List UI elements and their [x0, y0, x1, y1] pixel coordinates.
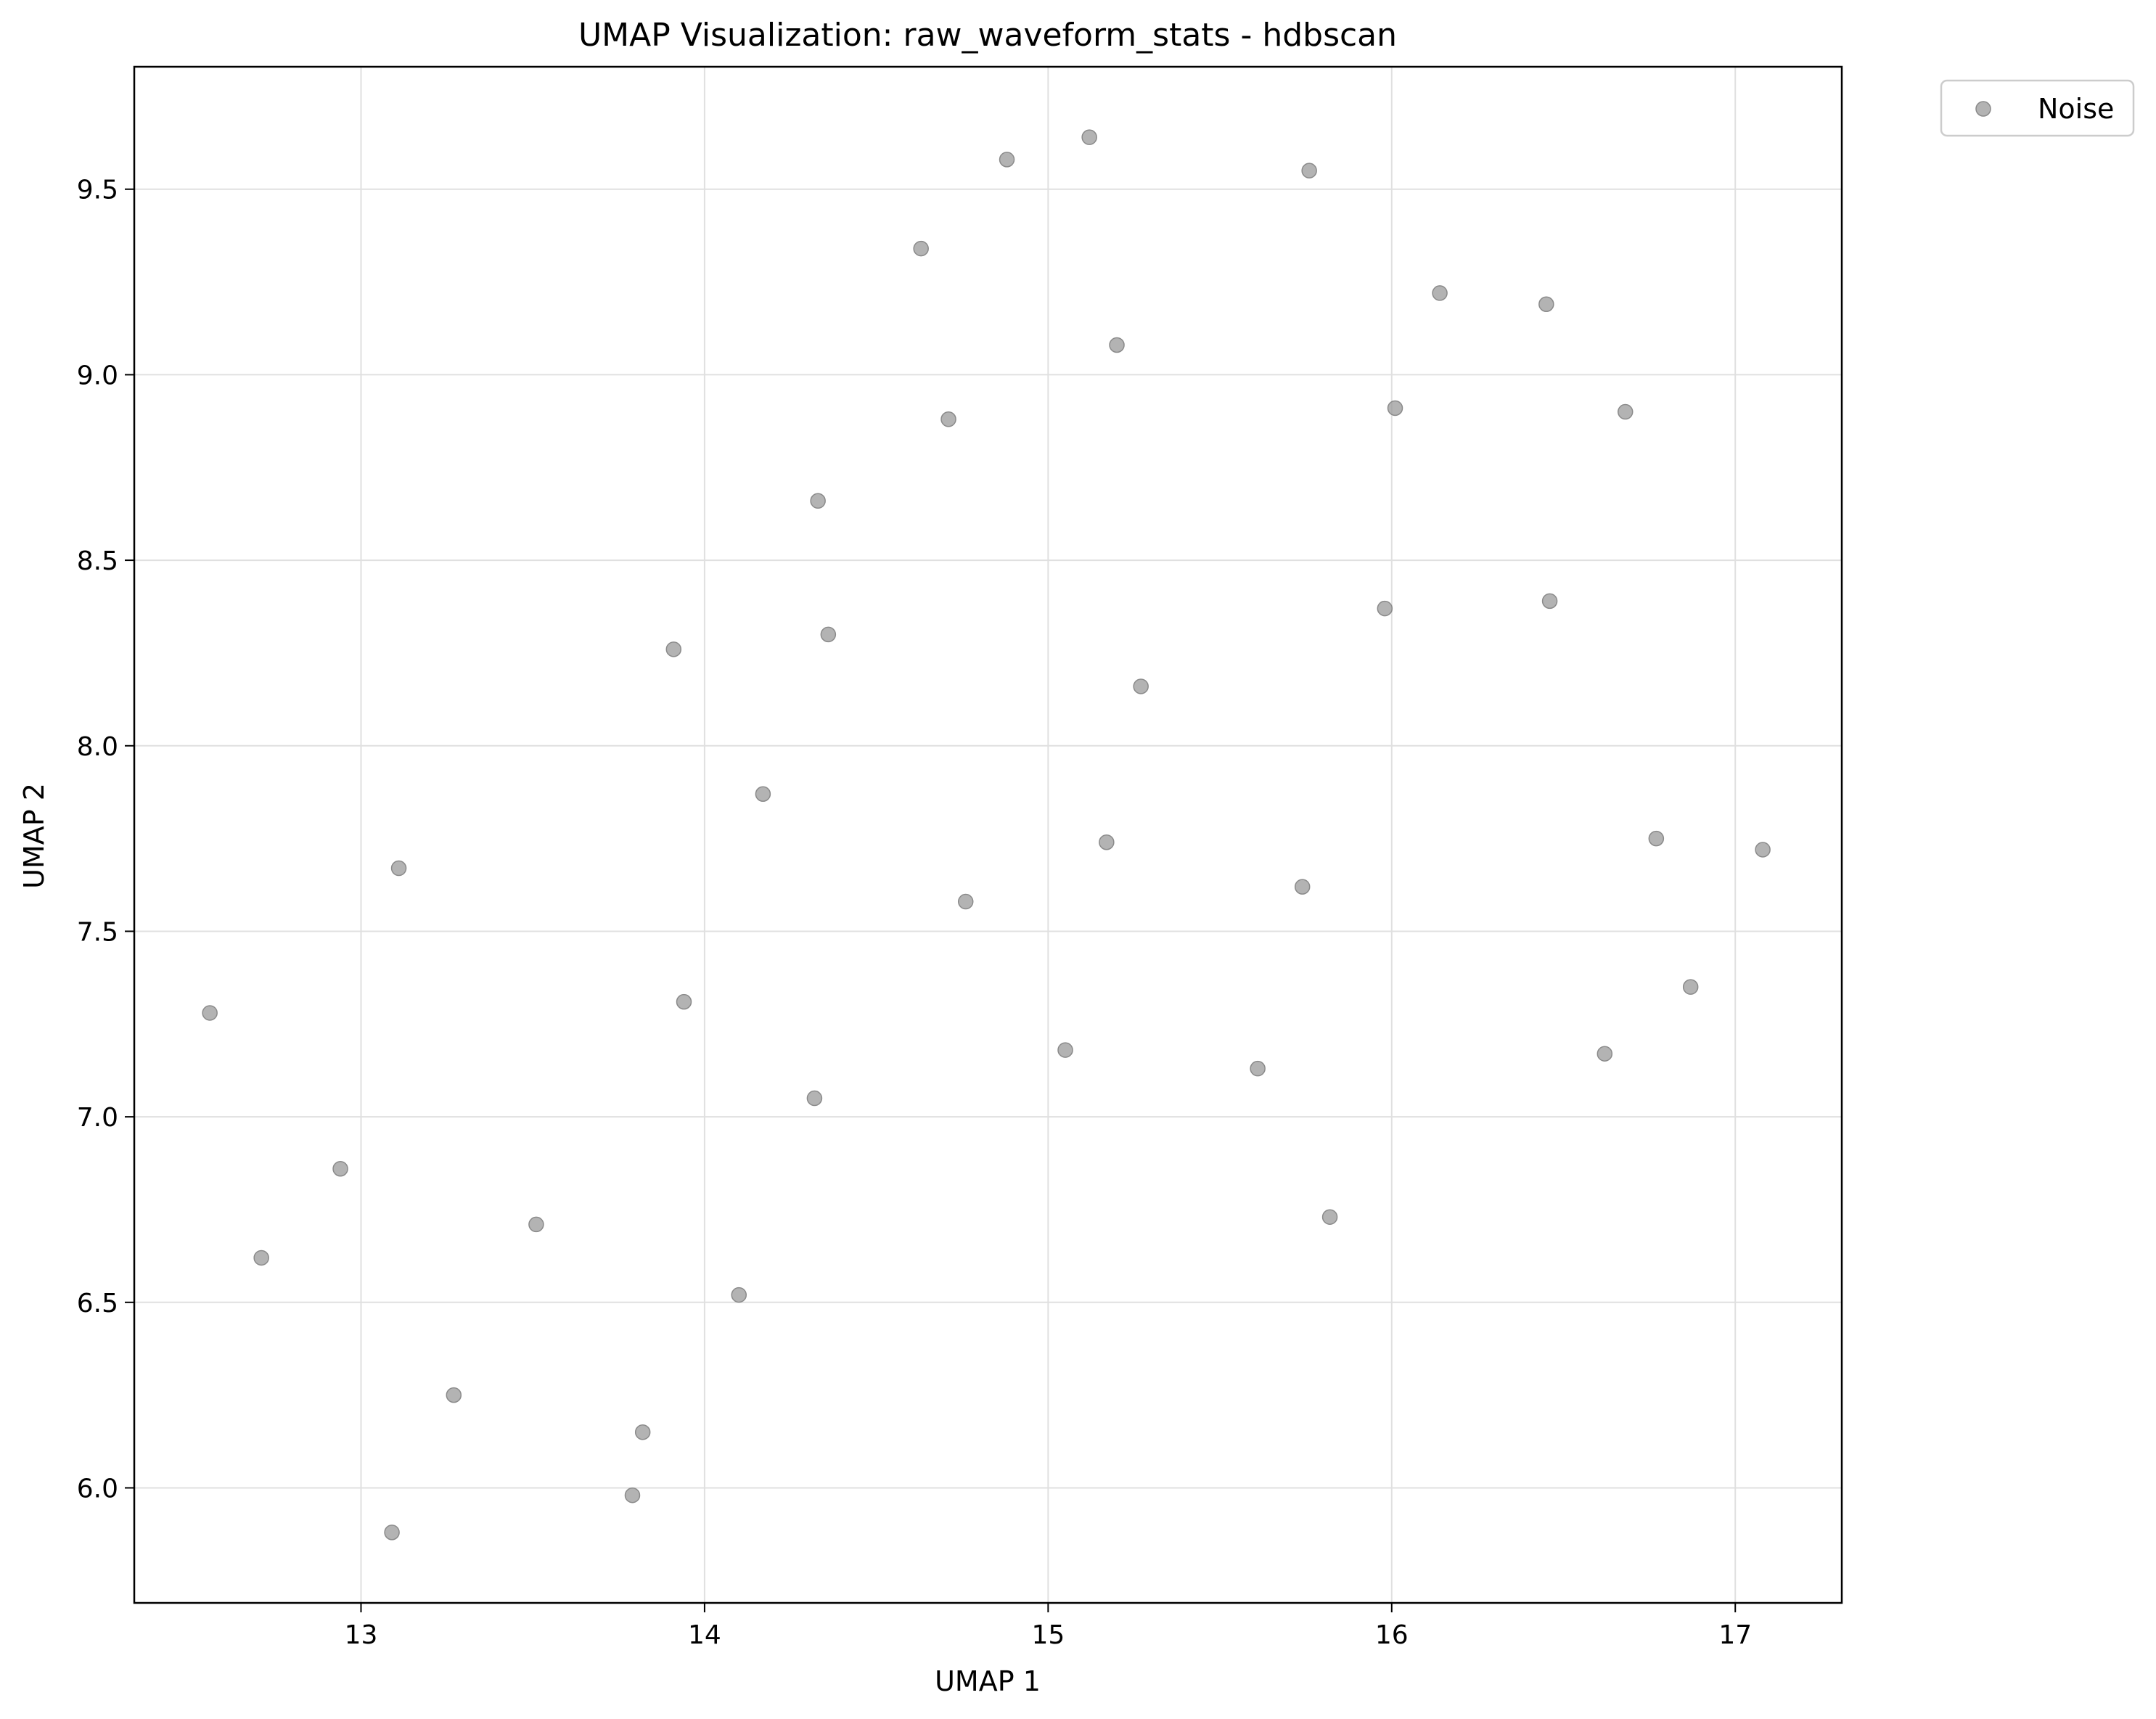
scatter-point-noise	[1541, 593, 1558, 610]
scatter-point-noise	[1648, 830, 1665, 847]
y-tick-label: 7.0	[77, 1103, 118, 1133]
x-tick-label: 13	[345, 1620, 378, 1650]
scatter-point-noise	[202, 1005, 218, 1021]
chart-title: UMAP Visualization: raw_waveform_stats -…	[578, 17, 1397, 54]
scatter-point-noise	[1596, 1046, 1613, 1062]
y-tick-label: 6.0	[77, 1474, 118, 1503]
legend-box	[1940, 79, 2135, 137]
scatter-point-noise	[1755, 842, 1771, 858]
scatter-point-noise	[1538, 296, 1554, 313]
scatter-point-noise	[390, 860, 407, 877]
scatter-point-noise	[755, 786, 771, 803]
scatter-point-noise	[806, 1090, 823, 1107]
y-tick-label: 9.0	[77, 361, 118, 390]
scatter-point-noise	[999, 152, 1015, 168]
scatter-point-noise	[1057, 1042, 1073, 1058]
scatter-point-noise	[384, 1525, 400, 1540]
scatter-point-noise	[1387, 400, 1403, 417]
scatter-point-noise	[731, 1287, 747, 1303]
plot-frame	[133, 65, 1843, 1604]
scatter-point-noise	[1377, 600, 1393, 617]
scatter-point-noise	[665, 641, 682, 657]
legend-marker-noise	[1975, 101, 1991, 117]
scatter-point-noise	[332, 1160, 348, 1177]
legend: Noise	[1940, 79, 2135, 137]
scatter-point-noise	[957, 893, 974, 910]
scatter-point-noise	[1682, 979, 1699, 995]
data-points	[202, 129, 1771, 1540]
scatter-point-noise	[1109, 337, 1125, 353]
scatter-point-noise	[810, 493, 826, 509]
y-tick-label: 7.5	[77, 917, 118, 947]
y-tick-label: 8.0	[77, 732, 118, 762]
x-tick-label: 17	[1718, 1620, 1752, 1650]
y-tick-label: 6.5	[77, 1289, 118, 1318]
legend-label-noise: Noise	[2038, 93, 2114, 125]
scatter-point-noise	[913, 240, 929, 257]
scatter-point-noise	[446, 1387, 462, 1403]
scatter-point-noise	[1617, 403, 1634, 420]
scatter-point-noise	[1133, 678, 1149, 694]
scatter-point-noise	[820, 626, 837, 643]
grid-lines	[134, 67, 1842, 1603]
scatter-point-noise	[1301, 163, 1317, 179]
scatter-point-noise	[940, 411, 956, 427]
scatter-point-noise	[1250, 1060, 1266, 1077]
x-tick-label: 16	[1375, 1620, 1409, 1650]
axis-ticks: 13 14 15 16 17 6.0 6.5 7.0 7.5 8.0 8.5 9.0 9.5	[77, 176, 1752, 1650]
scatter-point-noise	[624, 1487, 641, 1503]
scatter-point-noise	[528, 1216, 544, 1233]
scatter-point-noise	[634, 1424, 651, 1440]
scatter-point-noise	[253, 1250, 269, 1266]
scatter-point-noise	[1432, 285, 1448, 301]
x-tick-label: 15	[1031, 1620, 1065, 1650]
scatter-point-noise	[1081, 129, 1097, 145]
x-tick-label: 14	[688, 1620, 721, 1650]
scatter-point-noise	[1099, 834, 1115, 850]
scatter-point-noise	[676, 993, 692, 1010]
x-axis-label: UMAP 1	[935, 1665, 1041, 1697]
y-axis-label: UMAP 2	[18, 783, 50, 889]
scatter-point-noise	[1294, 879, 1311, 895]
y-tick-label: 8.5	[77, 546, 118, 576]
y-tick-label: 9.5	[77, 176, 118, 205]
scatter-point-noise	[1321, 1209, 1338, 1225]
